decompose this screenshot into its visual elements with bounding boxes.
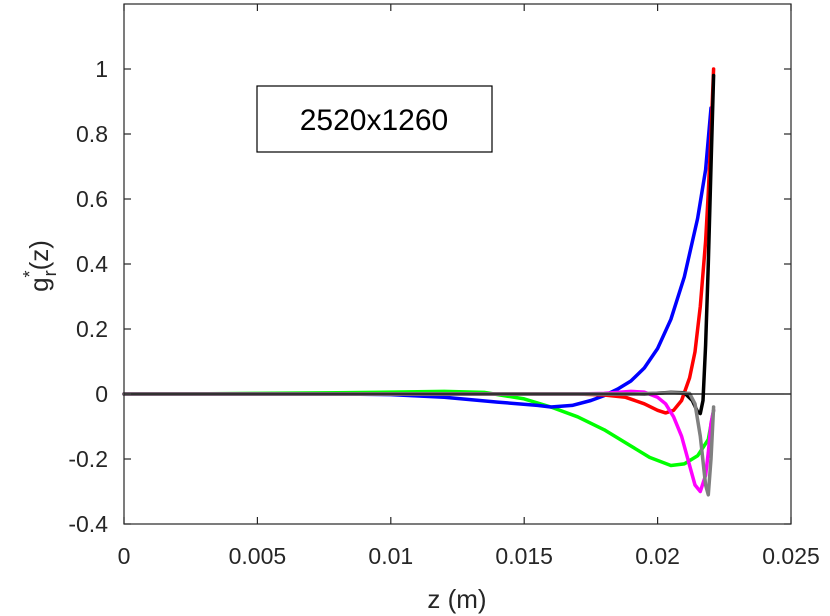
plot-frame: [123, 3, 792, 525]
y-axis-label-tail: (z): [24, 240, 54, 270]
tick-layer: 0 0.005 0.01 0.015 0.02 0.025 -0.4 -0.2 0 0.2 0.4 0…: [68, 4, 820, 569]
y-tick-label: 0.2: [76, 316, 108, 342]
y-tick-label: 0.6: [76, 186, 108, 212]
series-line-2: [122, 106, 713, 409]
annotation-text: 2520x1260: [300, 104, 448, 137]
annotation-box: 2520x1260: [256, 85, 493, 153]
series-line-6: [122, 390, 716, 497]
y-axis-label-sup: *: [20, 270, 40, 277]
y-tick-label: -0.2: [68, 446, 108, 472]
y-axis-label-main: g: [24, 277, 54, 291]
y-tick-label: 1: [95, 56, 108, 82]
series-layer: [122, 67, 716, 497]
annotation-frame: [256, 85, 493, 153]
x-axis-label: z (m): [427, 584, 486, 614]
y-tick-label: 0.4: [76, 251, 108, 277]
x-tick-label: 0.005: [229, 543, 287, 569]
x-tick-label: 0: [118, 543, 131, 569]
x-tick-label: 0.015: [495, 543, 553, 569]
x-tick-label: 0.01: [368, 543, 413, 569]
y-tick-label: 0: [95, 381, 108, 407]
y-axis-label-sub: r: [40, 270, 60, 276]
y-axis-label: g*r(z): [20, 240, 60, 292]
x-tick-label: 0.02: [635, 543, 680, 569]
series-line-1: [122, 389, 716, 468]
x-tick-label: 0.025: [762, 543, 820, 569]
series-line-3: [122, 67, 716, 415]
y-tick-label: -0.4: [68, 511, 108, 537]
y-tick-label: 0.8: [76, 121, 108, 147]
svg-text:g*r(z): g*r(z): [20, 240, 60, 292]
